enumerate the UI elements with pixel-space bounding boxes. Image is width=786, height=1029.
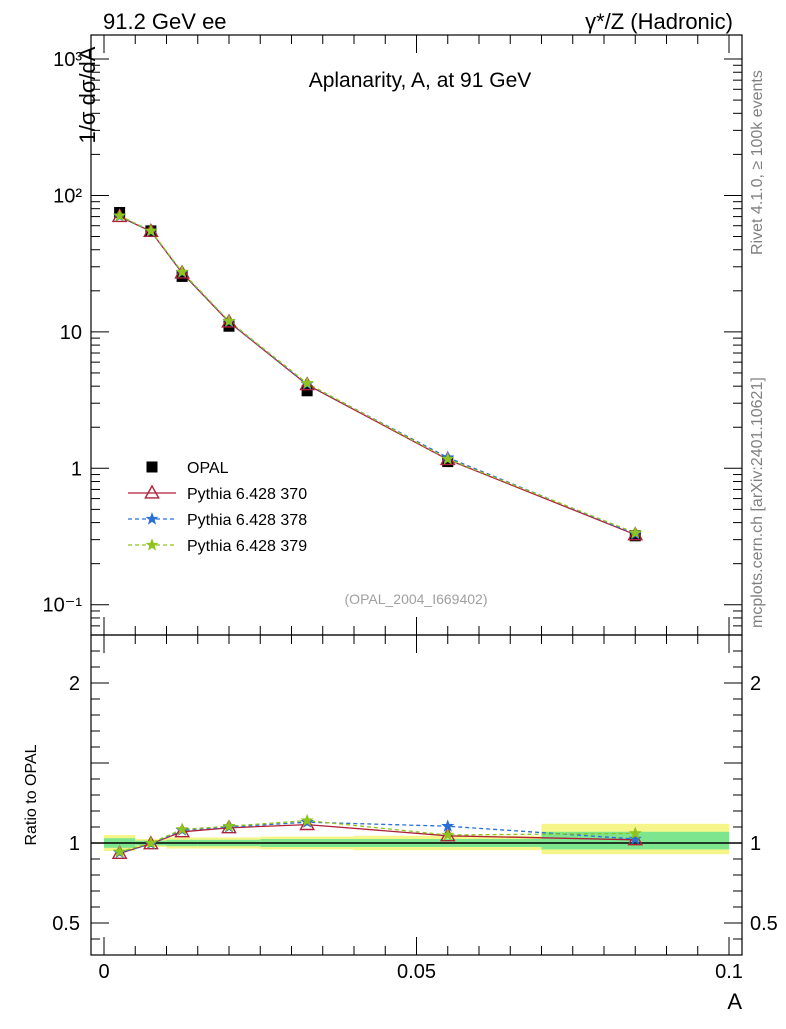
y-tick-label: 1: [71, 458, 82, 480]
ratio-tick-label: 1: [69, 833, 80, 855]
watermark: (OPAL_2004_I669402): [345, 591, 488, 607]
ratio-point-3: [144, 836, 158, 849]
x-axis-label: A: [727, 989, 742, 1014]
legend-label: Pythia 6.428 378: [187, 512, 307, 529]
chart-title: Aplanarity, A, at 91 GeV: [309, 69, 532, 92]
data-point: [223, 320, 235, 332]
x-tick-label: 0.1: [715, 961, 743, 983]
ratio-tick-label-right: 0.5: [750, 913, 778, 935]
legend-marker: [145, 512, 159, 525]
y-tick-label: 10⁻¹: [43, 595, 83, 617]
data-point: [176, 270, 188, 282]
x-tick-label: 0: [98, 961, 109, 983]
legend-marker: [146, 461, 158, 473]
series-point-3: [175, 265, 189, 278]
data-point: [301, 385, 313, 397]
legend-label: Pythia 6.428 379: [187, 538, 307, 555]
y-tick-label: 10: [60, 322, 82, 344]
mcplots-label: mcplots.cern.ch [arXiv:2401.10621]: [749, 377, 766, 628]
ratio-point-3: [222, 819, 236, 832]
legend-marker: [144, 484, 160, 499]
ratio-point-1: [174, 823, 190, 838]
ratio-point-1: [299, 816, 315, 831]
main-panel: 10⁻¹ 1 10 10² 10³ Aplanarity, A, at 91 GeV (…: [43, 34, 743, 636]
ratio-tick-label-right: 2: [750, 673, 761, 695]
ratio-frame: [90, 634, 743, 956]
y-tick-label: 10³: [53, 49, 82, 71]
legend-label: Pythia 6.428 370: [187, 486, 307, 503]
legend-marker: [145, 538, 159, 551]
ratio-panel: 0 0.05 0.1 0.5 0.5 1 1 2 2 Ratio to OPAL A: [23, 634, 778, 1014]
ratio-point-3: [441, 828, 455, 841]
header-right: γ*/Z (Hadronic): [585, 9, 733, 34]
series-point-3: [628, 526, 642, 539]
header-left: 91.2 GeV ee: [103, 9, 227, 34]
ratio-point-2: [628, 832, 642, 845]
y-axis-label: 1/σ dσ/dA: [75, 46, 100, 143]
ratio-tick-label: 0.5: [52, 913, 80, 935]
ratio-tick-label-right: 1: [750, 833, 761, 855]
series-point-3: [222, 314, 236, 327]
series-point-3: [441, 452, 455, 465]
series-point-3: [300, 376, 314, 389]
legend-label: OPAL: [187, 460, 229, 477]
x-tick-label: 0.05: [397, 961, 436, 983]
legend: OPAL Pythia 6.428 370 Pythia 6.428 378 Pyth…: [128, 460, 307, 555]
ratio-tick-label: 2: [69, 673, 80, 695]
series-point-3: [113, 208, 127, 222]
ratio-point-3: [113, 844, 127, 858]
rivet-label: Rivet 4.1.0, ≥ 100k events: [749, 70, 766, 255]
ratio-point-3: [175, 822, 189, 836]
ratio-axis-label: Ratio to OPAL: [23, 744, 40, 845]
y-tick-label: 10²: [53, 185, 82, 207]
series-point-3: [144, 224, 158, 237]
ratio-point-3: [300, 813, 314, 827]
ratio-point-3: [628, 826, 642, 840]
